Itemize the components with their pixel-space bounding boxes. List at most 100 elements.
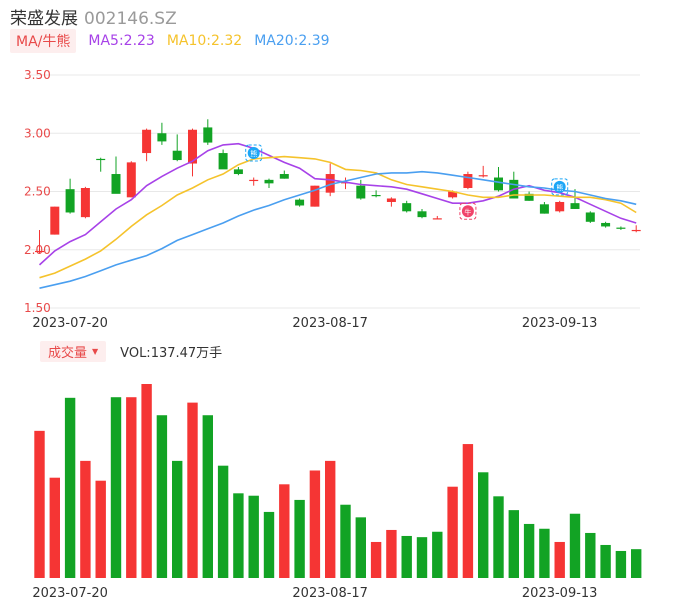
marker-badge (247, 147, 260, 160)
volume-x-tick-label: 2023-09-13 (522, 586, 598, 601)
volume-bar (401, 535, 412, 578)
volume-bar (416, 537, 428, 578)
volume-bar (631, 549, 642, 578)
volume-legend: 成交量 ▼ VOL:137.47万手 (40, 340, 222, 362)
volume-bar (95, 480, 106, 578)
candle-body (233, 169, 243, 175)
volume-bar (172, 460, 183, 578)
volume-bar (156, 415, 168, 578)
bull-bear-marker[interactable]: 牛 (459, 202, 477, 220)
ma5-line (38, 142, 637, 266)
volume-selector-label: 成交量 (48, 345, 88, 361)
volume-bar (600, 544, 611, 578)
candle-body (494, 177, 503, 191)
candle-body (65, 189, 75, 213)
price-y-tick-label: 1.50 (24, 301, 51, 315)
price-x-axis: 2023-07-20 2023-08-17 2023-09-13 (32, 316, 597, 331)
candle (233, 167, 243, 176)
volume-bar (202, 415, 213, 578)
volume-bar (569, 513, 581, 578)
volume-bar (493, 496, 504, 578)
marker-badge (553, 180, 566, 193)
candle-body (264, 179, 274, 184)
candle-body (478, 175, 488, 177)
candle-body (310, 185, 320, 207)
ma-legend: MA/牛熊 MA5:2.23 MA10:2.32 MA20:2.39 (10, 29, 330, 53)
candle-body (371, 194, 381, 197)
volume-bar (187, 402, 198, 578)
candle-body (463, 174, 473, 189)
candle (417, 208, 427, 219)
volume-bar (523, 523, 535, 578)
candle-body (539, 204, 549, 214)
candle (111, 156, 121, 194)
volume-bar (248, 495, 259, 578)
candle-body (35, 250, 44, 253)
candle-body (432, 218, 442, 220)
volume-bar (447, 486, 458, 578)
marker-frame (551, 178, 569, 196)
volume-bar (325, 460, 336, 578)
candle-body (386, 198, 396, 202)
candle (157, 122, 167, 145)
candle (601, 221, 611, 228)
volume-bar (34, 430, 45, 578)
price-x-tick-label: 2023-07-20 (32, 316, 108, 331)
volume-bar (432, 531, 443, 578)
candle-body (524, 193, 534, 201)
volume-selector-button[interactable]: 成交量 ▼ (40, 340, 107, 362)
ma10-line (39, 155, 637, 279)
marker-label: 熊 (250, 149, 257, 158)
volume-bar (615, 550, 627, 578)
candle (371, 190, 381, 198)
volume-bar (279, 484, 290, 578)
candle-body (203, 127, 213, 143)
price-y-tick-label: 2.00 (24, 243, 51, 257)
candle (432, 215, 442, 220)
candle-body (50, 206, 60, 235)
candle (249, 177, 259, 186)
candle-body (356, 185, 366, 199)
price-x-tick-label: 2023-08-17 (292, 316, 368, 331)
candle (218, 149, 228, 170)
volume-bar (294, 499, 305, 578)
candle-body (188, 129, 197, 164)
volume-bar (217, 465, 229, 578)
volume-x-tick-label: 2023-07-20 (32, 586, 108, 601)
bull-bear-marker[interactable]: 熊 (245, 144, 263, 162)
bull-bear-markers: 熊牛 熊 (245, 144, 569, 220)
price-y-tick-label: 3.00 (24, 126, 51, 140)
volume-bar (554, 541, 565, 578)
candle (203, 119, 213, 145)
price-y-axis: 3.50 3.00 2.50 2.00 1.50 (24, 68, 51, 315)
candle (356, 179, 366, 200)
candle-body (172, 150, 182, 161)
candle (585, 211, 595, 223)
candle (96, 157, 106, 172)
volume-x-tick-label: 2023-08-17 (292, 586, 368, 601)
volume-bar (370, 541, 382, 578)
candle (35, 229, 44, 254)
candle-body (126, 162, 136, 198)
candle-body (631, 229, 641, 232)
volume-x-axis: 2023-07-20 2023-08-17 2023-09-13 (32, 586, 597, 601)
candle-body (142, 129, 152, 154)
volume-bar (110, 397, 122, 578)
volume-bars (34, 384, 642, 578)
candle (570, 189, 580, 209)
volume-bar (539, 528, 550, 578)
candle-body (279, 174, 289, 179)
candle-body (80, 188, 90, 218)
volume-bar (340, 504, 351, 578)
candle-body (601, 222, 611, 227)
candle-body (616, 227, 626, 229)
ma-selector-button[interactable]: MA/牛熊 (10, 29, 77, 53)
caret-down-icon: ▼ (92, 346, 99, 356)
candle (188, 128, 197, 177)
bull-bear-marker[interactable]: 熊 (551, 178, 569, 196)
stock-header: 荣盛发展 002146.SZ (10, 4, 177, 29)
volume-bar (263, 511, 275, 578)
candlesticks (35, 119, 641, 254)
candle (616, 226, 626, 230)
